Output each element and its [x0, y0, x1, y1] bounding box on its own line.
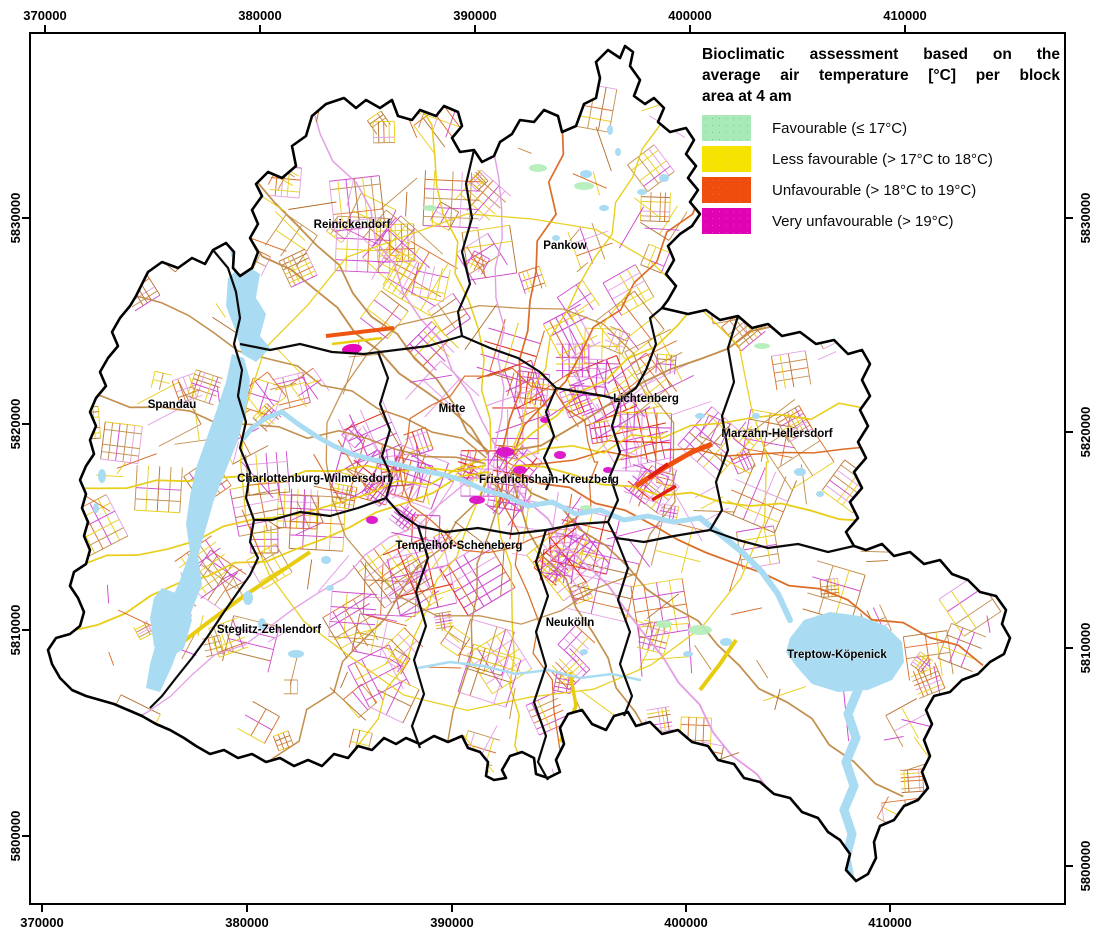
- lake: [288, 650, 304, 658]
- berlin-city-boundary: [46, 44, 1012, 883]
- lake: [93, 503, 99, 513]
- lake: [98, 469, 106, 483]
- legend: Bioclimatic assessment based on the aver…: [702, 44, 1060, 239]
- axis-tick-label: 370000: [20, 915, 63, 930]
- axis-tick-label: 370000: [23, 8, 66, 23]
- water-bodies: [93, 125, 904, 881]
- axis-tick-label: 5820000: [1078, 407, 1093, 458]
- district-labels: Reinickendorf Pankow Spandau Mitte Lichtenbe…: [147, 218, 888, 661]
- favourable-swatch: [702, 115, 751, 141]
- legend-title-line: area at 4 am: [702, 88, 792, 105]
- axis-tick-label: 5830000: [8, 193, 23, 244]
- lake: [599, 205, 609, 211]
- district-boundary-line: [456, 149, 476, 337]
- axis-tick-label: 5820000: [8, 399, 23, 450]
- district-label: Treptow-Köpenick: [787, 649, 887, 661]
- district-label: Tempelhof-Scheneberg: [396, 540, 523, 552]
- river: [241, 409, 703, 525]
- axis-tick-label: 400000: [668, 8, 711, 23]
- lake: [816, 491, 824, 497]
- district-boundary-line: [149, 249, 260, 709]
- lake: [794, 468, 806, 476]
- axis-tick-label: 5810000: [1078, 623, 1093, 674]
- legend-item-label: Very unfavourable (> 19°C): [772, 212, 954, 230]
- lake: [580, 649, 588, 655]
- legend-item-very-unfavourable: Very unfavourable (> 19°C): [702, 208, 1060, 234]
- lake: [326, 585, 334, 591]
- lake: [243, 591, 253, 605]
- district-boundary-line: [709, 315, 740, 531]
- district-boundary-line: [709, 528, 855, 554]
- legend-item-label: Less favourable (> 17°C to 18°C): [772, 150, 993, 168]
- lake: [695, 413, 705, 419]
- district-label: Neukölln: [546, 617, 595, 629]
- legend-item-less-favourable: Less favourable (> 17°C to 18°C): [702, 146, 1060, 172]
- axis-tick-label: 400000: [664, 915, 707, 930]
- district-boundary-line: [615, 528, 711, 544]
- lake: [752, 413, 760, 419]
- district-boundary-line: [614, 537, 634, 717]
- axis-tick-label: 390000: [430, 915, 473, 930]
- district-boundary-line: [619, 307, 663, 401]
- district-boundary-line: [410, 525, 430, 749]
- legend-items: Favourable (≤ 17°C) Less favourable (> 1…: [702, 115, 1060, 234]
- lake: [580, 170, 592, 178]
- axis-ticks-and-labels: 370000 380000 390000 400000 410000 370000 3800…: [8, 8, 1093, 930]
- very-unfavourable-swatch: [702, 208, 751, 234]
- lake: [659, 174, 669, 182]
- less-favourable-swatch: [702, 146, 751, 172]
- axis-tick-label: 5810000: [8, 605, 23, 656]
- river: [416, 660, 642, 682]
- lake: [552, 235, 560, 241]
- district-label: Reinickendorf: [314, 219, 391, 231]
- water-body: [226, 264, 270, 362]
- legend-item-label: Favourable (≤ 17°C): [772, 119, 908, 137]
- lake: [321, 556, 331, 564]
- district-label: Steglitz-Zehlendorf: [217, 624, 321, 636]
- water-body: [786, 612, 904, 692]
- district-label: Charlottenburg-Wilmersdorf: [237, 473, 391, 485]
- axis-tick-label: 380000: [225, 915, 268, 930]
- district-boundary-line: [254, 496, 387, 522]
- axis-tick-label: 5830000: [1078, 193, 1093, 244]
- district-label: Friedrichshain-Kreuzberg: [479, 474, 619, 486]
- district-boundaries: [149, 149, 855, 781]
- district-boundary-line: [385, 497, 609, 536]
- legend-title-line: average air temperature [°C] per block: [702, 67, 1060, 84]
- district-label: Pankow: [543, 240, 587, 252]
- legend-title-line: Bioclimatic assessment based on the: [702, 46, 1060, 63]
- legend-item-label: Unfavourable (> 18°C to 19°C): [772, 181, 977, 199]
- district-label: Mitte: [439, 403, 466, 415]
- legend-item-unfavourable: Unfavourable (> 18°C to 19°C): [702, 177, 1060, 203]
- district-label: Marzahn-Hellersdorf: [721, 428, 832, 440]
- district-label: Lichtenberg: [613, 393, 679, 405]
- axis-tick-label: 390000: [453, 8, 496, 23]
- district-boundary-line: [542, 387, 558, 491]
- axis-tick-label: 5800000: [1078, 841, 1093, 892]
- lake: [607, 125, 613, 135]
- unfavourable-swatch: [702, 177, 751, 203]
- lake: [258, 618, 266, 630]
- hotspot-areas: [168, 164, 770, 743]
- lake: [637, 189, 647, 195]
- district-boundary-line: [461, 334, 621, 402]
- lake: [615, 148, 621, 156]
- legend-item-favourable: Favourable (≤ 17°C): [702, 115, 1060, 141]
- axis-tick-label: 380000: [238, 8, 281, 23]
- water-body: [150, 588, 192, 660]
- lake: [720, 638, 732, 646]
- district-boundary-line: [239, 334, 463, 356]
- lake: [683, 651, 693, 657]
- axis-tick-label: 410000: [868, 915, 911, 930]
- district-label: Spandau: [148, 399, 197, 411]
- district-boundary-line: [376, 351, 394, 499]
- axis-tick-label: 5800000: [8, 811, 23, 862]
- legend-title: Bioclimatic assessment based on the aver…: [702, 44, 1060, 107]
- axis-tick-label: 410000: [883, 8, 926, 23]
- district-boundary-line: [532, 529, 550, 781]
